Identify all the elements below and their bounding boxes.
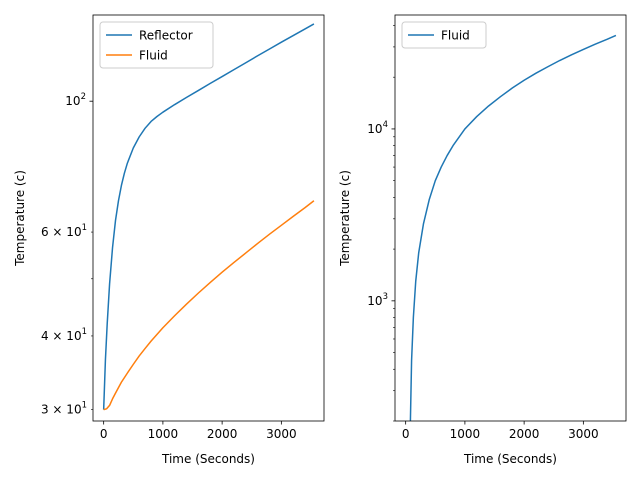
y-tick-label-base: 10 xyxy=(367,122,382,136)
y-tick-label: 103 xyxy=(367,292,388,308)
legend-frame xyxy=(99,21,214,69)
x-tick-label: 2000 xyxy=(207,427,238,441)
legend-entry: Fluid xyxy=(441,29,470,43)
x-tick-label: 0 xyxy=(100,427,108,441)
series-line-fluid xyxy=(103,200,315,411)
y-minor-tick-label-base: 3 × 10 xyxy=(41,403,82,417)
x-axis-label: Time (Seconds) xyxy=(463,452,557,466)
y-tick-label-exponent: 4 xyxy=(383,120,388,130)
series-line-reflector xyxy=(102,23,315,410)
series-line-fluid xyxy=(409,34,617,421)
y-tick-label-exponent: 2 xyxy=(81,92,86,102)
plot-frame xyxy=(394,14,627,422)
y-axis-label: Temperature (c) xyxy=(13,170,27,267)
x-tick-label: 3000 xyxy=(266,427,297,441)
y-minor-tick-label-exponent: 1 xyxy=(82,223,87,233)
y-axis-label: Temperature (c) xyxy=(338,170,352,267)
y-minor-tick-label-base: 4 × 10 xyxy=(41,329,82,343)
y-minor-tick-label: 6 × 101 xyxy=(41,223,87,239)
x-tick-label: 3000 xyxy=(568,427,599,441)
y-tick-label: 104 xyxy=(367,120,388,136)
x-axis-label: Time (Seconds) xyxy=(161,452,255,466)
legend-entry: Fluid xyxy=(139,49,168,63)
legend-entry: Reflector xyxy=(139,29,193,43)
y-tick-label: 102 xyxy=(65,92,86,108)
x-tick-label: 0 xyxy=(402,427,410,441)
x-tick-label: 2000 xyxy=(509,427,540,441)
series-group xyxy=(102,23,315,411)
legend-frame xyxy=(401,21,487,49)
legend: Fluid xyxy=(401,21,487,49)
y-minor-tick-label-base: 6 × 10 xyxy=(41,225,82,239)
y-tick-label-exponent: 3 xyxy=(383,292,388,302)
y-minor-tick-label: 4 × 101 xyxy=(41,327,87,343)
y-minor-tick-label-exponent: 1 xyxy=(82,401,87,411)
y-tick-label-base: 10 xyxy=(65,94,80,108)
x-tick-label: 1000 xyxy=(450,427,481,441)
series-group xyxy=(409,34,617,421)
y-tick-label-base: 10 xyxy=(367,294,382,308)
x-tick-label: 1000 xyxy=(148,427,179,441)
plot-frame xyxy=(92,14,325,422)
y-minor-tick-label: 3 × 101 xyxy=(41,401,87,417)
y-minor-tick-label-exponent: 1 xyxy=(82,327,87,337)
legend: Reflector Fluid xyxy=(99,21,214,69)
